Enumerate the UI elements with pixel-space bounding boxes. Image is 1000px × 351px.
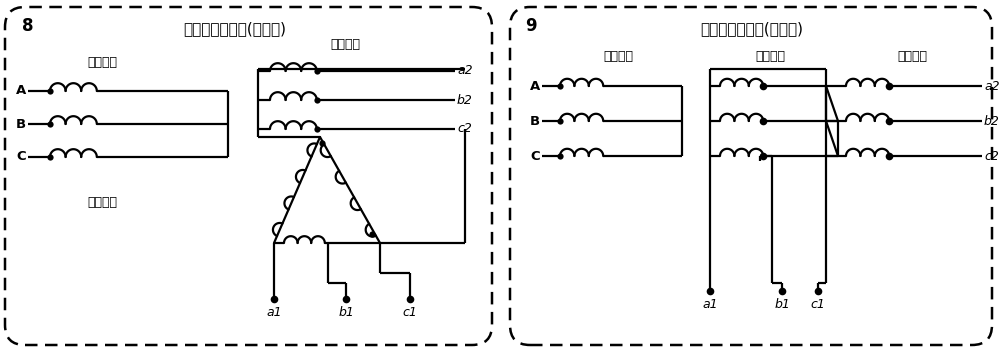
Text: b2: b2: [457, 93, 473, 106]
Text: 负载绕组: 负载绕组: [330, 38, 360, 51]
Text: 网侧绕组: 网侧绕组: [603, 50, 633, 63]
Text: 滤波绕组: 滤波绕组: [87, 197, 117, 210]
Text: a2: a2: [984, 79, 1000, 93]
FancyBboxPatch shape: [510, 7, 992, 345]
Text: b1: b1: [338, 306, 354, 319]
Text: a2: a2: [457, 65, 473, 78]
Text: b2: b2: [984, 114, 1000, 127]
Text: 网侧绕组: 网侧绕组: [87, 56, 117, 69]
Text: A: A: [16, 85, 26, 98]
Text: c1: c1: [403, 306, 417, 319]
Text: C: C: [16, 151, 26, 164]
Text: c2: c2: [457, 122, 472, 135]
Text: c1: c1: [811, 298, 825, 311]
Text: B: B: [530, 114, 540, 127]
Text: A: A: [530, 79, 540, 93]
Text: c2: c2: [984, 150, 999, 163]
Text: 滤波绕组: 滤波绕组: [755, 50, 785, 63]
Text: 特殊设计变压器(自耦型): 特殊设计变压器(自耦型): [700, 21, 804, 36]
FancyBboxPatch shape: [5, 7, 492, 345]
Text: 负载绕组: 负载绕组: [897, 50, 927, 63]
Text: a1: a1: [266, 306, 282, 319]
Text: C: C: [530, 150, 540, 163]
Text: 8: 8: [22, 17, 34, 35]
Text: 特殊设计变压器(感应型): 特殊设计变压器(感应型): [184, 21, 287, 36]
Text: 9: 9: [525, 17, 537, 35]
Text: a1: a1: [702, 298, 718, 311]
Text: B: B: [16, 118, 26, 131]
Text: b1: b1: [774, 298, 790, 311]
